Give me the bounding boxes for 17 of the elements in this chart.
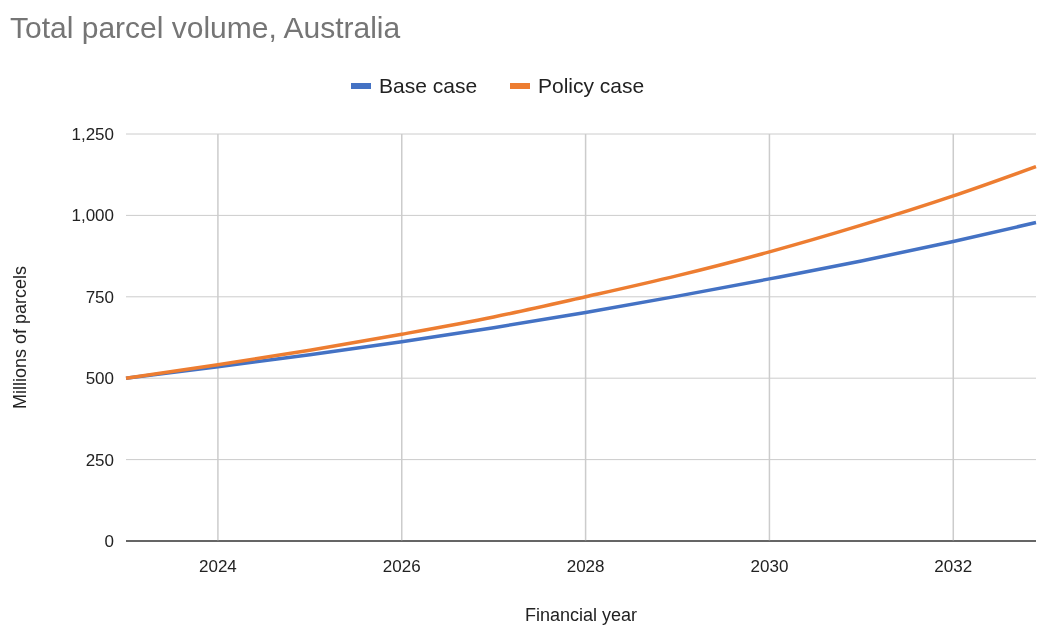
x-tick-label: 2028	[566, 557, 605, 576]
chart-title: Total parcel volume, Australia	[10, 11, 401, 44]
y-tick-label: 750	[85, 287, 114, 307]
y-axis-title: Millions of parcels	[10, 265, 30, 410]
y-tick-label: 500	[85, 369, 114, 389]
x-tick-label: 2030	[750, 557, 789, 576]
y-tick-label: 1,000	[71, 206, 114, 226]
x-tick-label: 2024	[199, 557, 237, 576]
x-axis-title: Financial year	[524, 605, 638, 625]
y-tick-label: 0	[104, 532, 114, 551]
legend-label: Policy case	[538, 74, 645, 97]
legend-label: Base case	[379, 74, 478, 97]
y-tick-label: 250	[85, 450, 114, 470]
line-series	[124, 164, 1038, 380]
x-tick-label: 2032	[934, 557, 973, 576]
x-tick-label: 2026	[382, 557, 421, 576]
y-tick-label: 1,250	[71, 125, 114, 144]
